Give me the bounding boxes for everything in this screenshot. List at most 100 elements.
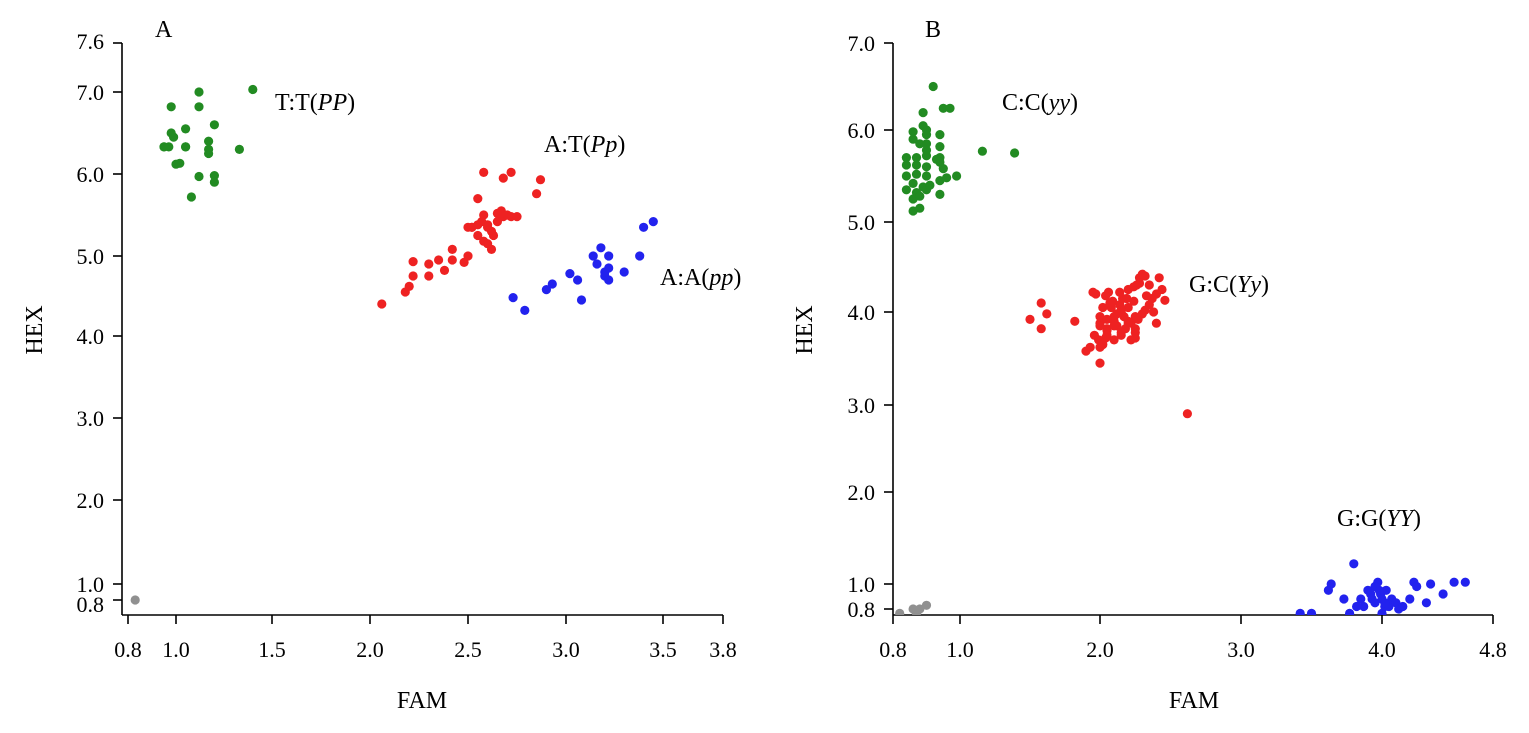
data-point bbox=[520, 305, 530, 315]
data-point bbox=[234, 144, 244, 154]
data-point bbox=[1095, 342, 1105, 352]
data-point bbox=[1359, 601, 1369, 612]
data-point bbox=[1356, 594, 1366, 604]
data-point bbox=[935, 142, 945, 152]
data-point bbox=[512, 212, 522, 222]
cluster-label: T:T(PP) bbox=[275, 90, 355, 116]
data-point bbox=[908, 134, 918, 144]
data-point bbox=[1102, 324, 1112, 334]
y-tick-label: 5.0 bbox=[77, 244, 105, 269]
data-point bbox=[1449, 577, 1459, 587]
data-point bbox=[1102, 314, 1112, 324]
data-point bbox=[1036, 298, 1046, 308]
cluster-label-prefix: A:A( bbox=[660, 265, 709, 291]
data-point bbox=[1141, 291, 1152, 301]
cluster-label-genotype: YY bbox=[1386, 506, 1415, 532]
data-point bbox=[1345, 608, 1355, 615]
data-point bbox=[1460, 577, 1470, 587]
data-point bbox=[901, 171, 912, 181]
data-point bbox=[942, 173, 952, 183]
data-point bbox=[1349, 559, 1359, 569]
cluster-label-prefix: G:C( bbox=[1189, 272, 1237, 298]
x-tick-label: 1.0 bbox=[946, 637, 974, 662]
data-point bbox=[483, 220, 493, 230]
data-point bbox=[467, 222, 477, 232]
data-point bbox=[901, 185, 912, 195]
data-point bbox=[186, 192, 196, 202]
data-point bbox=[596, 243, 606, 253]
data-point bbox=[1154, 273, 1164, 283]
points-group bbox=[895, 81, 1470, 624]
data-point bbox=[1149, 307, 1159, 317]
data-point bbox=[506, 167, 516, 177]
data-point bbox=[1370, 598, 1380, 608]
data-point bbox=[1129, 296, 1139, 306]
data-point bbox=[164, 142, 174, 152]
panel-letter: A bbox=[155, 17, 173, 43]
cluster-label-prefix: T:T( bbox=[275, 90, 318, 116]
data-point bbox=[447, 244, 457, 254]
y-tick-label: 0.8 bbox=[77, 592, 105, 617]
cluster-label: G:G(YY) bbox=[1337, 506, 1421, 532]
x-tick-label: 3.5 bbox=[649, 637, 677, 662]
cluster-label-suffix: ) bbox=[617, 132, 625, 158]
y-tick-label: 3.0 bbox=[77, 406, 105, 431]
data-point bbox=[1025, 314, 1035, 324]
data-point bbox=[1095, 358, 1105, 368]
data-point bbox=[908, 127, 918, 137]
data-point bbox=[592, 259, 602, 269]
data-point bbox=[1098, 302, 1108, 313]
y-axis-title: HEX bbox=[22, 305, 48, 354]
data-point bbox=[204, 136, 214, 146]
data-point bbox=[1144, 280, 1154, 290]
cluster-label-genotype: yy bbox=[1047, 90, 1071, 116]
data-point bbox=[921, 130, 932, 140]
y-tick-label: 4.0 bbox=[77, 324, 105, 349]
data-point bbox=[473, 230, 483, 241]
data-point bbox=[1108, 296, 1118, 306]
x-axis-title: FAM bbox=[1169, 688, 1219, 714]
panel-letter: B bbox=[925, 17, 941, 43]
data-point bbox=[1010, 148, 1020, 158]
data-point bbox=[194, 171, 204, 182]
data-point bbox=[1381, 585, 1391, 595]
y-tick-label: 1.0 bbox=[848, 572, 876, 597]
data-point bbox=[1412, 581, 1422, 592]
x-tick-label: 0.8 bbox=[114, 637, 142, 662]
data-point bbox=[635, 251, 645, 261]
x-tick-label: 2.0 bbox=[356, 637, 384, 662]
y-tick-label: 0.8 bbox=[848, 597, 876, 622]
y-tick-label: 6.0 bbox=[77, 162, 105, 187]
data-point bbox=[1144, 300, 1154, 310]
data-point bbox=[915, 139, 925, 149]
y-tick-label: 2.0 bbox=[848, 480, 876, 505]
data-point bbox=[1151, 289, 1161, 299]
y-tick-label: 7.0 bbox=[77, 80, 105, 105]
data-point bbox=[547, 279, 557, 289]
x-tick-label: 1.5 bbox=[258, 637, 286, 662]
data-point bbox=[1115, 287, 1125, 297]
data-point bbox=[1140, 271, 1150, 281]
data-point bbox=[1036, 324, 1046, 334]
y-tick-label: 3.0 bbox=[848, 393, 876, 418]
data-point bbox=[194, 87, 204, 97]
y-axis-title: HEX bbox=[792, 305, 818, 354]
panel-a: 0.8 1.0 1.5 2.0 2.5 3.0 3.5 3.80.81.02.03.04.05… bbox=[22, 17, 741, 714]
data-point bbox=[931, 154, 942, 164]
data-point bbox=[639, 222, 649, 232]
data-point bbox=[424, 259, 434, 269]
data-point bbox=[439, 265, 450, 275]
data-point bbox=[1116, 327, 1126, 338]
data-point bbox=[408, 257, 418, 267]
data-point bbox=[181, 142, 191, 152]
data-point bbox=[1421, 598, 1431, 608]
data-point bbox=[908, 178, 918, 188]
data-point bbox=[912, 615, 921, 624]
data-point bbox=[1122, 293, 1132, 304]
data-point bbox=[175, 158, 185, 168]
data-point bbox=[166, 128, 176, 138]
data-point bbox=[648, 217, 658, 227]
data-point bbox=[915, 191, 925, 201]
y-tick-label: 7.6 bbox=[77, 29, 105, 54]
